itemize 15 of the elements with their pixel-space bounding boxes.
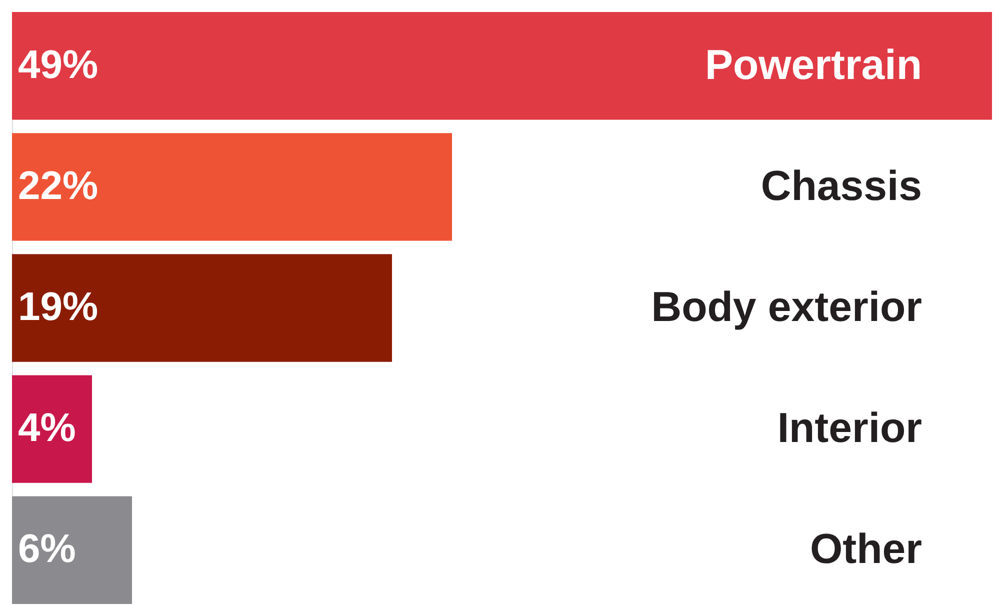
bar (12, 375, 92, 483)
bar (12, 496, 132, 604)
data-label: 4% (18, 406, 76, 450)
y-tick-label: Powertrain (704, 40, 922, 88)
data-label: 19% (18, 285, 98, 329)
y-tick-label: Body exterior (651, 283, 922, 330)
y-tick-label: Other (810, 525, 922, 572)
bar (12, 133, 452, 241)
y-tick-label: Chassis (760, 162, 922, 209)
bar (12, 254, 392, 362)
bar (12, 12, 992, 120)
data-label: 22% (18, 164, 98, 208)
data-label: 6% (18, 527, 76, 572)
y-tick-label: Interior (777, 404, 922, 452)
data-label: 49% (18, 42, 98, 87)
